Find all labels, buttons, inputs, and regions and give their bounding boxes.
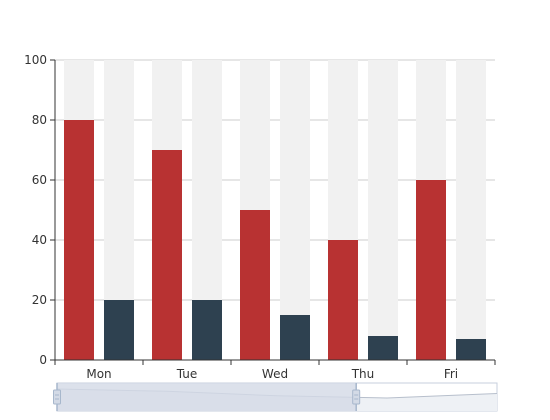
y-tick-label: 80 <box>32 113 47 127</box>
bar-tue-series-2[interactable] <box>192 300 222 360</box>
bar-fri-series-2[interactable] <box>456 339 486 360</box>
y-tick-label: 20 <box>32 293 47 307</box>
background-bar <box>456 60 486 360</box>
background-bar <box>368 60 398 360</box>
bar-wed-series-2[interactable] <box>280 315 310 360</box>
bar-wed-series-1[interactable] <box>240 210 270 360</box>
bar-mon-series-2[interactable] <box>104 300 134 360</box>
y-tick-label: 0 <box>39 353 47 367</box>
zoom-selected-range[interactable] <box>57 383 357 411</box>
bar-fri-series-1[interactable] <box>416 180 446 360</box>
y-tick-label: 60 <box>32 173 47 187</box>
bar-mon-series-1[interactable] <box>64 120 94 360</box>
bar-thu-series-2[interactable] <box>368 336 398 360</box>
y-tick-label: 40 <box>32 233 47 247</box>
x-tick-label: Wed <box>262 367 288 381</box>
x-tick-label: Fri <box>444 367 458 381</box>
data-bars <box>64 120 486 360</box>
zoom-end-handle[interactable] <box>352 389 361 405</box>
y-tick-label: 100 <box>24 53 47 67</box>
bar-tue-series-1[interactable] <box>152 150 182 360</box>
x-tick-label: Thu <box>351 367 375 381</box>
bar-thu-series-1[interactable] <box>328 240 358 360</box>
zoom-start-handle[interactable] <box>53 389 61 405</box>
x-tick-label: Mon <box>86 367 111 381</box>
x-tick-label: Tue <box>176 367 198 381</box>
data-zoom-slider[interactable] <box>53 382 498 412</box>
background-bar <box>280 60 310 360</box>
axes: 0 20 40 60 80 100 Mon Tue Wed Thu Fri <box>24 53 496 381</box>
